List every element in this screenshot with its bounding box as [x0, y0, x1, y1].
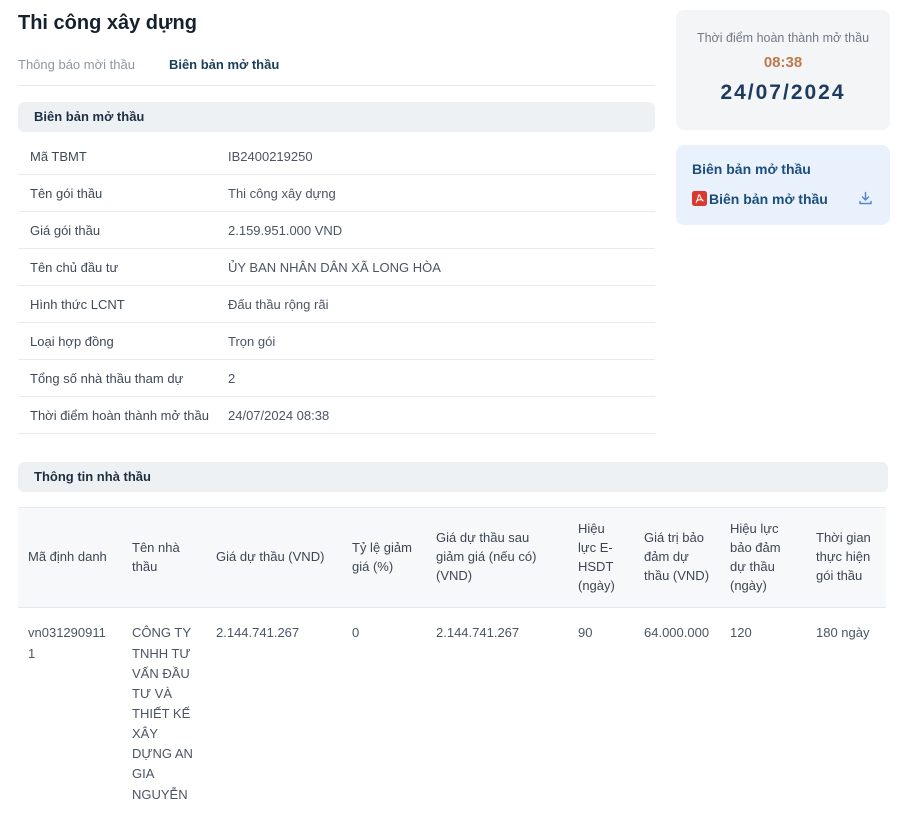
table-header-row: Mã định danh Tên nhà thầu Giá dự thầu (V…: [18, 506, 886, 609]
detail-label: Mã TBMT: [30, 149, 87, 164]
cell-hieu-luc-bao-dam: 120: [720, 607, 806, 819]
detail-label: Tổng số nhà thầu tham dự: [30, 371, 184, 386]
col-hieu-luc-bao-dam: Hiệu lực bảo đảm dự thầu (ngày): [720, 506, 806, 609]
col-ten-nha-thau: Tên nhà thầu: [122, 506, 206, 609]
col-gia-tri-bao-dam: Giá trị bảo đảm dự thầu (VND): [634, 506, 720, 609]
detail-value: 2: [228, 371, 236, 386]
cell-ty-le-giam-gia: 0: [342, 607, 426, 819]
detail-value: 2.159.951.000 VND: [228, 223, 343, 238]
detail-row-thoi-diem-mo-thau: Thời điểm hoàn thành mở thầu 24/07/2024 …: [18, 397, 655, 434]
cell-gia-sau-giam-gia: 2.144.741.267: [426, 607, 568, 819]
detail-row-so-nha-thau: Tổng số nhà thầu tham dự 2: [18, 360, 655, 397]
tab-bien-ban-mo-thau[interactable]: Biên bản mở thầu: [168, 57, 280, 72]
table-row: vn0312909111 CÔNG TY TNHH TƯ VẤN ĐẦU TƯ …: [18, 607, 886, 819]
contractors-section: Thông tin nhà thầu Mã định danh Tên nhà …: [18, 462, 888, 819]
detail-row-chu-dau-tu: Tên chủ đầu tư ỦY BAN NHÂN DÂN XÃ LONG H…: [18, 249, 655, 286]
detail-value: Trọn gói: [228, 334, 276, 349]
detail-value: IB2400219250: [228, 149, 313, 164]
col-hieu-luc-ehsdt: Hiệu lực E-HSDT (ngày): [568, 506, 634, 609]
detail-value: 24/07/2024 08:38: [228, 408, 330, 423]
page-title: Thi công xây dựng: [18, 12, 197, 34]
cell-gia-du-thau: 2.144.741.267: [206, 607, 342, 819]
cell-gia-tri-bao-dam: 64.000.000: [634, 607, 720, 819]
col-ma-dinh-danh: Mã định danh: [18, 506, 122, 609]
detail-label: Tên chủ đầu tư: [30, 260, 119, 275]
bid-record-section-header: Biên bản mở thầu: [18, 102, 655, 132]
tab-thong-bao-moi-thau[interactable]: Thông báo mời thầu: [18, 57, 135, 72]
bid-record-details: Mã TBMT IB2400219250 Tên gói thầu Thi cô…: [18, 138, 655, 434]
detail-label: Tên gói thầu: [30, 186, 103, 201]
detail-label: Thời điểm hoàn thành mở thầu: [30, 408, 209, 423]
detail-value: Thi công xây dựng: [228, 186, 336, 201]
detail-row-loai-hop-dong: Loại hợp đồng Trọn gói: [18, 323, 655, 360]
col-thoi-gian-thuc-hien: Thời gian thực hiện gói thầu: [806, 506, 886, 609]
cell-ma-dinh-danh: vn0312909111: [18, 607, 122, 819]
cell-thoi-gian-thuc-hien: 180 ngày: [806, 607, 886, 819]
tab-bar: Thông báo mời thầu Biên bản mở thầu: [18, 57, 655, 86]
download-icon[interactable]: [857, 190, 874, 207]
completion-time-value: 08:38: [763, 54, 803, 71]
cell-ten-nha-thau: CÔNG TY TNHH TƯ VẤN ĐẦU TƯ VÀ THIẾT KẾ X…: [122, 607, 206, 819]
col-gia-sau-giam-gia: Giá dự thầu sau giảm giá (nếu có) (VND): [426, 506, 568, 609]
col-gia-du-thau: Giá dự thầu (VND): [206, 506, 342, 609]
detail-label: Loại hợp đồng: [30, 334, 114, 349]
detail-value: ỦY BAN NHÂN DÂN XÃ LONG HÒA: [228, 260, 441, 275]
documents-card-title: Biên bản mở thầu: [692, 161, 811, 177]
pdf-file-icon: [692, 191, 707, 206]
completion-time-label: Thời điểm hoàn thành mở thầu: [696, 31, 870, 45]
detail-row-ma-tbmt: Mã TBMT IB2400219250: [18, 138, 655, 175]
contractors-table: Mã định danh Tên nhà thầu Giá dự thầu (V…: [18, 506, 886, 819]
documents-card: Biên bản mở thầu Biên bản mở thầu: [676, 145, 890, 225]
contractors-section-header: Thông tin nhà thầu: [18, 462, 888, 492]
completion-date-value: 24/07/2024: [720, 81, 846, 104]
sidebar: Thời điểm hoàn thành mở thầu 08:38 24/07…: [676, 10, 890, 225]
detail-label: Hình thức LCNT: [30, 297, 125, 312]
main-column: Thi công xây dựng Thông báo mời thầu Biê…: [18, 0, 655, 434]
document-download-link[interactable]: Biên bản mở thầu: [709, 190, 828, 207]
detail-value: Đấu thầu rộng rãi: [228, 297, 329, 312]
cell-hieu-luc-ehsdt: 90: [568, 607, 634, 819]
detail-row-gia-goi-thau: Giá gói thầu 2.159.951.000 VND: [18, 212, 655, 249]
completion-time-card: Thời điểm hoàn thành mở thầu 08:38 24/07…: [676, 10, 890, 130]
top-row: Thi công xây dựng Thông báo mời thầu Biê…: [18, 0, 890, 434]
detail-label: Giá gói thầu: [30, 223, 101, 238]
detail-row-hinh-thuc-lcnt: Hình thức LCNT Đấu thầu rộng rãi: [18, 286, 655, 323]
document-link-row: Biên bản mở thầu: [692, 190, 874, 207]
col-ty-le-giam-gia: Tỷ lệ giảm giá (%): [342, 506, 426, 609]
detail-row-ten-goi-thau: Tên gói thầu Thi công xây dựng: [18, 175, 655, 212]
